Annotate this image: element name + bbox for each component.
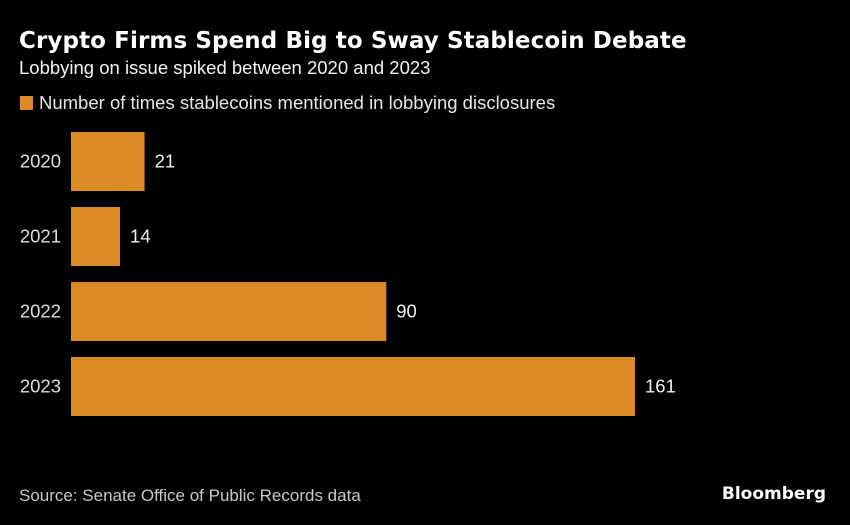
legend-swatch: [20, 96, 33, 110]
category-label-2022: 2022: [20, 301, 61, 322]
chart-subtitle: Lobbying on issue spiked between 2020 an…: [19, 57, 431, 78]
source-note: Source: Senate Office of Public Records …: [19, 486, 361, 505]
bar-2021: [71, 207, 121, 266]
value-label-2023: 161: [645, 376, 676, 397]
legend-label: Number of times stablecoins mentioned in…: [39, 92, 556, 113]
category-label-2020: 2020: [20, 151, 61, 172]
value-label-2022: 90: [396, 301, 417, 322]
category-label-2021: 2021: [20, 226, 61, 247]
bar-2020: [71, 132, 145, 191]
bloomberg-logo: Bloomberg: [721, 484, 826, 504]
category-label-2023: 2023: [20, 376, 61, 397]
legend: Number of times stablecoins mentioned in…: [20, 92, 555, 114]
bar-2022: [71, 282, 387, 341]
chart-title: Crypto Firms Spend Big to Sway Stablecoi…: [19, 28, 687, 54]
value-label-2021: 14: [130, 226, 151, 247]
value-label-2020: 21: [155, 151, 176, 172]
bar-2023: [71, 357, 635, 416]
